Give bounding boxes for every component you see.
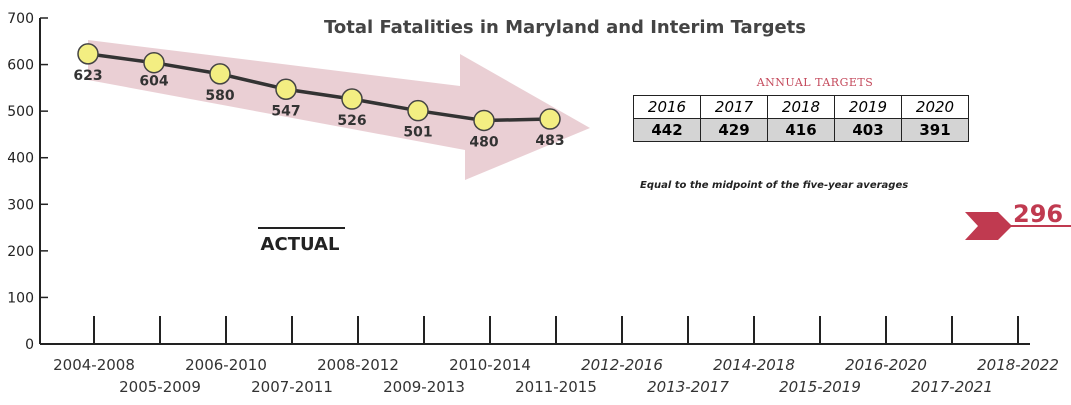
x-tick-label: 2004-2008 <box>53 356 135 374</box>
data-label: 501 <box>403 125 432 141</box>
target-2022-value: 296 <box>1013 200 1063 228</box>
data-label: 623 <box>73 68 102 84</box>
target-value-cell: 416 <box>767 118 835 142</box>
target-year-cell: 2018 <box>767 95 835 119</box>
x-tick-label: 2016-2020 <box>845 356 927 374</box>
x-tick-label: 2008-2012 <box>317 356 399 374</box>
data-label: 547 <box>271 103 300 119</box>
y-tick-label: 0 <box>25 337 34 353</box>
annual-targets-title: ANNUAL TARGETS <box>756 76 874 89</box>
y-tick-label: 600 <box>7 58 34 74</box>
target-value-cell: 391 <box>901 118 969 142</box>
data-label: 480 <box>469 134 498 150</box>
x-tick-label: 2014-2018 <box>713 356 795 374</box>
x-tick-label: 2010-2014 <box>449 356 531 374</box>
data-label: 604 <box>139 74 168 90</box>
y-tick-label: 200 <box>7 244 34 260</box>
data-point-marker <box>209 63 231 85</box>
x-tick-label: 2007-2011 <box>251 378 333 396</box>
targets-value-row: 442 429 416 403 391 <box>633 118 969 142</box>
target-chevron-icon <box>965 212 1012 240</box>
y-tick-label: 100 <box>7 290 34 306</box>
target-year-cell: 2020 <box>901 95 969 119</box>
target-year-cell: 2016 <box>633 95 701 119</box>
x-tick-label: 2012-2016 <box>581 356 663 374</box>
annual-targets-table: 2016 2017 2018 2019 2020 442 429 416 403… <box>633 95 969 142</box>
data-point-marker <box>143 51 165 74</box>
y-tick-label: 400 <box>7 151 34 167</box>
x-tick-label: 2017-2021 <box>911 378 993 396</box>
targets-year-row: 2016 2017 2018 2019 2020 <box>633 95 969 119</box>
data-point-marker <box>77 43 99 65</box>
data-point-marker <box>473 109 495 132</box>
x-tick-label: 2013-2017 <box>647 378 729 396</box>
target-year-cell: 2019 <box>834 95 902 119</box>
data-point-marker <box>407 99 429 122</box>
y-tick-label: 700 <box>7 11 34 27</box>
x-tick-label: 2005-2009 <box>119 378 201 396</box>
x-tick-label: 2009-2013 <box>383 378 465 396</box>
data-label: 580 <box>205 88 234 104</box>
data-point-marker <box>539 108 561 130</box>
target-year-cell: 2017 <box>700 95 768 119</box>
target-value-cell: 429 <box>700 118 768 142</box>
data-label: 483 <box>535 133 564 149</box>
annual-targets-note: Equal to the midpoint of the five-year a… <box>640 180 909 191</box>
x-tick-label: 2015-2019 <box>779 378 861 396</box>
data-label: 526 <box>337 113 366 129</box>
target-value-cell: 403 <box>834 118 902 142</box>
series-label-actual: ACTUAL <box>261 234 340 255</box>
x-tick-label: 2011-2015 <box>515 378 597 396</box>
y-tick-label: 300 <box>7 197 34 213</box>
y-tick-label: 500 <box>7 104 34 120</box>
actual-series-line <box>87 52 551 123</box>
x-tick-label: 2006-2010 <box>185 356 267 374</box>
x-tick-label: 2018-2022 <box>977 356 1059 374</box>
chart-title: Total Fatalities in Maryland and Interim… <box>324 17 806 38</box>
data-point-marker <box>341 88 363 110</box>
target-value-cell: 442 <box>633 118 701 142</box>
data-point-marker <box>275 78 297 101</box>
